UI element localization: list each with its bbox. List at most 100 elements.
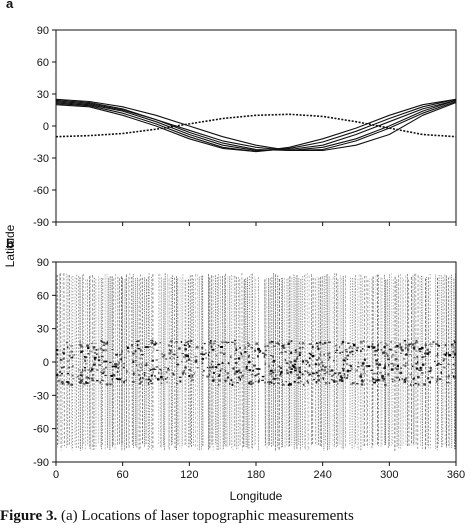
panel-b-band-point bbox=[280, 372, 282, 375]
panel-b-band-point bbox=[155, 359, 158, 361]
panel-b-band-point bbox=[407, 344, 411, 347]
panel-a-ytick-label: 90 bbox=[37, 25, 49, 37]
panel-b-band-point bbox=[366, 365, 369, 367]
panel-b-band-point bbox=[78, 378, 81, 380]
panel-b-band-point bbox=[261, 352, 265, 354]
panel-b-xtick-label: 240 bbox=[313, 469, 331, 481]
panel-b-track bbox=[387, 279, 389, 449]
panel-a-ytick-label: 0 bbox=[43, 121, 49, 133]
panel-a-series-line bbox=[55, 99, 457, 152]
panel-b-track bbox=[356, 278, 359, 450]
panel-b-band-point bbox=[232, 367, 235, 370]
panel-b-band-point bbox=[427, 371, 429, 373]
panel-b-band-point bbox=[181, 360, 183, 363]
panel-b-band-point bbox=[403, 340, 407, 342]
panel-b-band-point bbox=[176, 363, 180, 366]
panel-b-band-point bbox=[348, 364, 352, 367]
panel-b-band-point bbox=[265, 349, 268, 351]
panel-b-band-point bbox=[452, 375, 454, 378]
panel-b-band-point bbox=[385, 344, 389, 346]
panel-b-band-point bbox=[257, 355, 259, 358]
panel-b-band-point bbox=[176, 383, 178, 385]
panel-b-band-point bbox=[90, 370, 92, 373]
panel-b-band-point bbox=[451, 368, 455, 371]
panel-b-band-point bbox=[293, 366, 296, 370]
panel-b-ytick-label: 60 bbox=[37, 290, 49, 302]
panel-b-track bbox=[159, 273, 161, 448]
panel-b-band-point bbox=[155, 366, 159, 368]
panel-b-band-point bbox=[384, 364, 386, 368]
panel-b-band-point bbox=[328, 341, 331, 343]
panel-b-band-point bbox=[431, 345, 433, 348]
panel-b-band-point bbox=[298, 369, 301, 372]
panel-b-band-point bbox=[169, 357, 171, 359]
panel-b-band-point bbox=[209, 340, 212, 342]
panel-b-band-point bbox=[356, 346, 359, 349]
panel-b-band-point bbox=[226, 372, 229, 375]
panel-b-band-point bbox=[94, 351, 96, 354]
panel-b-band-point bbox=[145, 378, 149, 381]
panel-b-band-point bbox=[139, 377, 142, 380]
panel-b-track bbox=[131, 276, 133, 445]
panel-b-band-point bbox=[232, 381, 234, 383]
panel-b-band-point bbox=[374, 349, 378, 352]
panel-b-track bbox=[294, 277, 297, 445]
panel-b-band-point bbox=[185, 341, 188, 344]
panel-b-band-point bbox=[91, 343, 93, 345]
panel-b-band-point bbox=[220, 341, 224, 343]
panel-b-band-point bbox=[359, 375, 363, 378]
panel-b-band-point bbox=[231, 383, 234, 386]
panel-b-band-point bbox=[164, 354, 166, 356]
panel-b-band-point bbox=[188, 368, 192, 371]
panel-b-band-point bbox=[373, 378, 376, 381]
panel-b-band-point bbox=[407, 348, 410, 351]
panel-b-band-point bbox=[288, 383, 290, 386]
panel-b-band-point bbox=[438, 378, 442, 380]
panel-b-track bbox=[272, 273, 275, 446]
panel-b-band-point bbox=[319, 341, 322, 344]
panel-b-band-point bbox=[307, 380, 308, 383]
panel-b-band-point bbox=[426, 352, 429, 355]
panel-b-band-point bbox=[268, 383, 271, 385]
panel-b-band-point bbox=[100, 379, 104, 381]
panel-b-band-point bbox=[227, 376, 229, 378]
panel-b-band-point bbox=[438, 345, 440, 347]
panel-b-band-point bbox=[96, 369, 99, 371]
panel-b-band-point bbox=[317, 363, 321, 366]
panel-a-ytick-label: -60 bbox=[33, 185, 49, 197]
x-axis-label: Longitude bbox=[230, 489, 283, 503]
panel-b-band-point bbox=[401, 378, 404, 380]
panel-b-band-point bbox=[150, 374, 153, 377]
panel-b-band-point bbox=[298, 354, 301, 356]
figure-caption-label: Figure 3. bbox=[0, 508, 58, 524]
panel-b-band-point bbox=[210, 363, 212, 365]
panel-b-band-point bbox=[345, 362, 349, 366]
panel-b-band-point bbox=[363, 373, 366, 375]
panel-b-band-point bbox=[68, 354, 71, 357]
panel-b-band-point bbox=[387, 358, 390, 360]
panel-b-band-point bbox=[204, 349, 207, 351]
panel-b-band-point bbox=[209, 342, 210, 345]
panel-b-band-point bbox=[254, 380, 257, 382]
panel-b-band-point bbox=[257, 347, 260, 351]
panel-b-band-point bbox=[392, 354, 394, 356]
panel-b-band-point bbox=[298, 352, 301, 354]
panel-b-band-point bbox=[375, 359, 378, 362]
panel-b-track bbox=[121, 277, 123, 451]
panel-a: 90 60 30 0 -30 -60 -90 bbox=[33, 25, 457, 229]
panel-b-band-point bbox=[208, 351, 210, 353]
panel-b-band-point bbox=[306, 380, 308, 382]
panel-b-band-point bbox=[162, 378, 164, 381]
panel-b-band-point bbox=[322, 364, 324, 367]
panel-b-track bbox=[212, 275, 215, 451]
panel-b-band-point bbox=[182, 356, 186, 358]
panel-b-band-point bbox=[98, 356, 100, 358]
panel-b-band-point bbox=[383, 346, 386, 349]
panel-b-band-point bbox=[80, 351, 83, 353]
panel-b-band-point bbox=[339, 352, 342, 354]
panel-b-band-point bbox=[285, 381, 287, 383]
panel-b-band-point bbox=[234, 343, 236, 346]
panel-b-band-point bbox=[172, 372, 175, 375]
panel-b-band-point bbox=[158, 372, 160, 374]
